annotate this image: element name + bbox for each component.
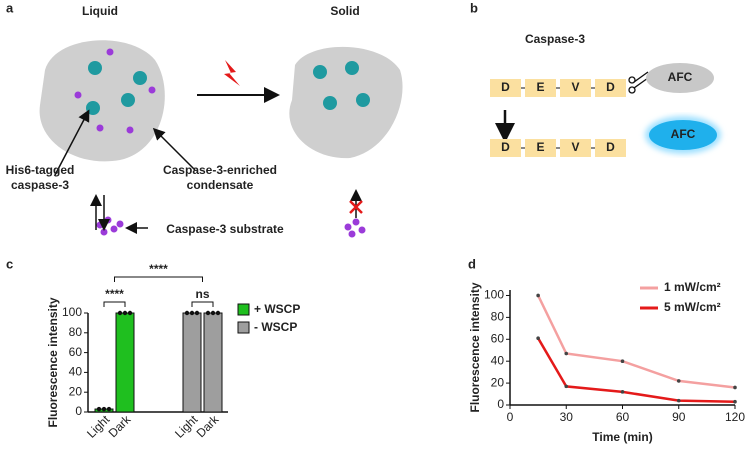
x-axis-label: Time (min) [592,430,652,444]
panel-label: a [6,0,14,15]
bracket [114,276,203,282]
x-tick-label: 30 [560,410,574,424]
residue-box [525,79,556,97]
residue-box [595,79,626,97]
y-tick-label: 60 [69,345,83,359]
x-tick-label: Dark [106,412,135,441]
annotation: ns [195,287,209,301]
y-tick-label: 0 [75,404,82,418]
line [537,337,736,403]
residue: E [536,80,544,94]
point [96,406,102,412]
y-tick-label: 20 [491,375,505,389]
residue-box [560,79,591,97]
y-tick-label: 40 [491,353,505,367]
point [122,310,128,316]
legend-label: 1 mW/cm² [664,280,721,294]
label: condensate [187,178,254,192]
point [564,351,569,356]
condensate [39,40,403,238]
bar [115,312,135,413]
y-tick-label: 20 [69,384,83,398]
point [189,310,195,316]
point [676,379,681,383]
residue-box [560,139,591,157]
bracket [103,301,126,307]
x-tick-label: 120 [725,410,745,424]
legend-swatch [237,303,250,316]
annotation: **** [149,262,168,276]
bracket [191,301,214,307]
x-tick-label: 0 [507,410,514,424]
point [117,310,123,316]
scissors [628,71,649,94]
block [349,200,363,214]
point [564,384,569,389]
residue: E [536,140,544,154]
point [536,336,540,340]
label: Liquid [82,4,118,18]
panel-label: b [470,0,478,15]
residue-box [490,79,521,97]
point [106,406,112,412]
point [620,359,625,363]
residue: D [606,80,615,94]
point [205,310,211,316]
label: AFC [671,127,696,141]
y-tick-label: 0 [497,397,504,411]
point [733,399,737,404]
x-tick-label: 60 [616,410,630,424]
y-tick-label: 80 [69,325,83,339]
afc [646,63,714,93]
y-axis-label: Fluorescence intensity [46,297,60,427]
x-tick-label: 90 [672,410,686,424]
point [194,310,200,316]
arrow [54,109,90,176]
y-axis-label: Fluorescence intensity [468,282,482,412]
y-tick-label: 80 [491,310,505,324]
y-tick-label: 40 [69,365,83,379]
residue-box [525,139,556,157]
residue: D [606,140,615,154]
residue: D [501,140,510,154]
label: Caspase-3 substrate [166,222,284,236]
point [215,310,221,316]
label: caspase-3 [11,178,69,192]
legend-label: - WSCP [254,320,297,334]
residue-box [490,139,521,157]
residue: V [571,80,579,94]
afc [649,120,717,150]
point [676,398,681,403]
label: His6-tagged [6,163,75,177]
panel-label: d [468,256,476,271]
bar [203,312,223,413]
point [184,310,190,316]
label: Caspase-3 [525,32,585,46]
arrow [152,127,196,171]
point [210,310,216,316]
panel-label: c [6,256,13,271]
legend-label: + WSCP [254,302,300,316]
label: AFC [668,70,693,84]
point [101,406,107,412]
label: Solid [330,4,359,18]
y-tick-label: 60 [491,331,505,345]
label: Caspase-3-enriched [163,163,277,177]
legend-swatch [237,321,250,334]
residue: V [571,140,579,154]
y-tick-label: 100 [484,288,504,302]
bar [182,312,202,413]
point [127,310,133,316]
residue-box [595,139,626,157]
annotation: **** [105,287,124,301]
legend-label: 5 mW/cm² [664,300,721,314]
point [733,385,737,390]
x-tick-label: Dark [194,412,223,441]
point [620,390,625,394]
residue: D [501,80,510,94]
y-tick-label: 100 [62,305,82,319]
point [536,293,540,298]
